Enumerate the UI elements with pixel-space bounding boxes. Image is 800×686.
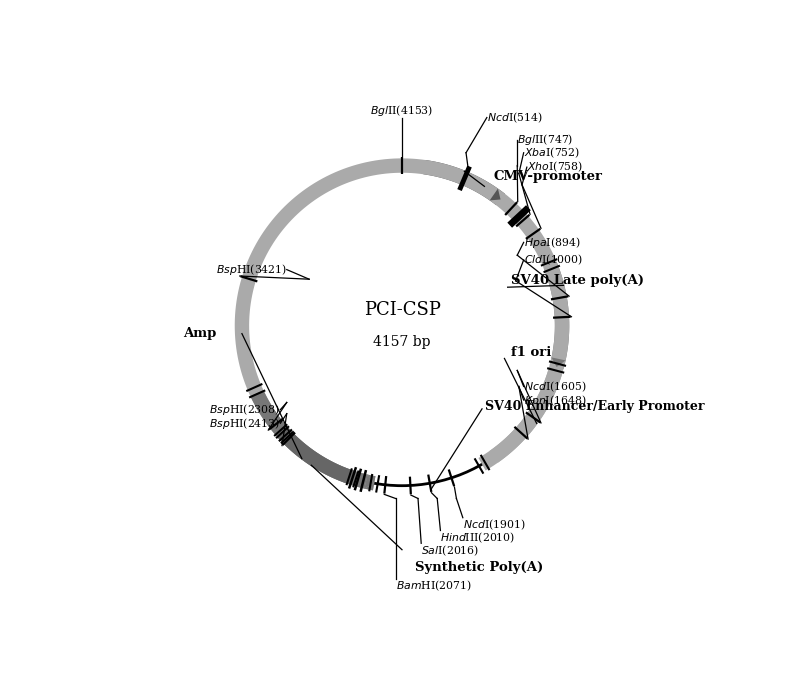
Text: $\mathit{Bsp}$HI(2413): $\mathit{Bsp}$HI(2413) <box>210 416 280 431</box>
Text: $\mathit{Hpa}$I(894): $\mathit{Hpa}$I(894) <box>524 235 580 250</box>
Polygon shape <box>234 158 570 490</box>
Text: 4157 bp: 4157 bp <box>374 335 430 348</box>
Text: $\mathit{Cld}$I(1000): $\mathit{Cld}$I(1000) <box>524 252 582 268</box>
Text: SV40 Late poly(A): SV40 Late poly(A) <box>511 274 644 287</box>
Polygon shape <box>364 475 374 488</box>
Text: $\mathit{Hind}$III(2010): $\mathit{Hind}$III(2010) <box>441 530 516 545</box>
Polygon shape <box>544 263 570 369</box>
Text: f1 ori: f1 ori <box>511 346 551 359</box>
Text: SV40 Enhancer/Early Promoter: SV40 Enhancer/Early Promoter <box>486 400 705 413</box>
Text: CMV-promoter: CMV-promoter <box>494 170 602 183</box>
Text: $\mathit{Bam}$HI(2071): $\mathit{Bam}$HI(2071) <box>395 578 471 593</box>
Text: Synthetic Poly(A): Synthetic Poly(A) <box>415 561 543 574</box>
Text: Amp: Amp <box>183 327 216 340</box>
Text: $\mathit{Ncd}$I(1605): $\mathit{Ncd}$I(1605) <box>524 379 586 394</box>
Text: $\mathit{Kpn}$I(1648): $\mathit{Kpn}$I(1648) <box>524 392 586 407</box>
Polygon shape <box>283 433 294 444</box>
Polygon shape <box>490 189 501 200</box>
Text: $\mathit{Xho}$I(758): $\mathit{Xho}$I(758) <box>527 160 583 174</box>
Polygon shape <box>278 428 354 485</box>
Polygon shape <box>423 160 505 205</box>
Text: $\mathit{Sal}$I(2016): $\mathit{Sal}$I(2016) <box>422 543 479 558</box>
Text: $\mathit{Bgl}$II(4153): $\mathit{Bgl}$II(4153) <box>370 102 434 117</box>
Text: $\mathit{Bsp}$HI(3421): $\mathit{Bsp}$HI(3421) <box>216 262 286 277</box>
Polygon shape <box>364 475 374 488</box>
Text: $\mathit{Ncd}$I(514): $\mathit{Ncd}$I(514) <box>487 110 542 125</box>
Text: $\mathit{Xba}$I(752): $\mathit{Xba}$I(752) <box>524 145 580 160</box>
Text: $\mathit{Ncd}$I(1901): $\mathit{Ncd}$I(1901) <box>463 518 526 532</box>
Polygon shape <box>551 357 566 367</box>
Polygon shape <box>250 390 375 490</box>
Text: $\mathit{Bgl}$II(747): $\mathit{Bgl}$II(747) <box>518 132 574 147</box>
Polygon shape <box>490 370 562 462</box>
Polygon shape <box>494 446 505 458</box>
Text: $\mathit{Bsp}$HI(2308): $\mathit{Bsp}$HI(2308) <box>210 402 280 417</box>
Text: PCI-CSP: PCI-CSP <box>363 300 441 318</box>
